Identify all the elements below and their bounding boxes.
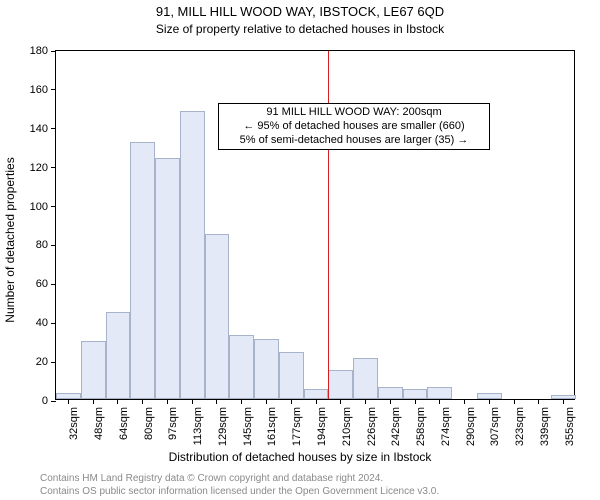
x-tick-label: 307sqm (489, 407, 501, 446)
y-tick-label: 100 (30, 201, 48, 213)
copyright-line-1: Contains HM Land Registry data © Crown c… (40, 472, 439, 485)
x-tick (563, 399, 564, 404)
histogram-bar (353, 358, 378, 399)
copyright-line-2: Contains OS public sector information li… (40, 485, 439, 498)
x-axis-label: Distribution of detached houses by size … (0, 450, 600, 464)
annotation-line: 5% of semi-detached houses are larger (3… (219, 134, 489, 148)
chart-title-address: 91, MILL HILL WOOD WAY, IBSTOCK, LE67 6Q… (0, 4, 600, 19)
x-tick-label: 210sqm (341, 407, 353, 446)
x-tick (68, 399, 69, 404)
histogram-bar (304, 389, 329, 399)
y-tick (51, 51, 56, 52)
x-tick (316, 399, 317, 404)
histogram-bar (130, 142, 155, 399)
x-tick-label: 290sqm (465, 407, 477, 446)
histogram-bar (427, 387, 452, 399)
x-tick (415, 399, 416, 404)
x-tick-label: 129sqm (217, 407, 229, 446)
annotation-line: ← 95% of detached houses are smaller (66… (219, 120, 489, 134)
x-tick (93, 399, 94, 404)
copyright-notice: Contains HM Land Registry data © Crown c… (40, 472, 439, 498)
x-tick-label: 194sqm (316, 407, 328, 446)
y-tick-label: 120 (30, 162, 48, 174)
x-tick-label: 323sqm (514, 407, 526, 446)
y-tick (51, 89, 56, 90)
y-tick (51, 245, 56, 246)
x-tick (489, 399, 490, 404)
y-tick (51, 323, 56, 324)
x-tick-label: 339sqm (539, 407, 551, 446)
x-tick-label: 177sqm (291, 407, 303, 446)
annotation-line: 91 MILL HILL WOOD WAY: 200sqm (219, 106, 489, 120)
x-tick-label: 355sqm (564, 407, 576, 446)
histogram-bar (81, 341, 106, 399)
y-tick-label: 140 (30, 123, 48, 135)
y-tick-label: 80 (36, 239, 48, 251)
x-tick-label: 64sqm (118, 407, 130, 440)
histogram-bar (328, 370, 353, 399)
x-tick-label: 113sqm (192, 407, 204, 445)
x-tick (464, 399, 465, 404)
y-tick-label: 40 (36, 317, 48, 329)
x-tick (192, 399, 193, 404)
histogram-bar (403, 389, 428, 399)
y-tick-label: 20 (36, 356, 48, 368)
x-tick-label: 97sqm (167, 407, 179, 440)
y-tick (51, 128, 56, 129)
x-tick (241, 399, 242, 404)
x-tick-label: 242sqm (390, 407, 402, 446)
x-tick (514, 399, 515, 404)
histogram-bar (378, 387, 403, 399)
x-tick-label: 161sqm (266, 407, 278, 446)
y-tick-label: 60 (36, 278, 48, 290)
histogram-bar (229, 335, 254, 399)
y-tick (51, 362, 56, 363)
chart-plot-area: 02040608010012014016018032sqm48sqm64sqm8… (55, 50, 575, 400)
x-tick-label: 145sqm (242, 407, 254, 446)
x-tick (142, 399, 143, 404)
histogram-bar (106, 312, 131, 400)
x-tick (439, 399, 440, 404)
x-tick (365, 399, 366, 404)
y-tick (51, 167, 56, 168)
chart-title-description: Size of property relative to detached ho… (0, 22, 600, 36)
x-tick (266, 399, 267, 404)
x-tick-label: 226sqm (366, 407, 378, 446)
x-tick (291, 399, 292, 404)
x-tick-label: 274sqm (440, 407, 452, 446)
y-axis-label: Number of detached properties (3, 157, 17, 322)
x-tick (390, 399, 391, 404)
x-tick-label: 32sqm (68, 407, 80, 440)
y-tick (51, 206, 56, 207)
histogram-bar (180, 111, 205, 399)
x-tick-label: 258sqm (415, 407, 427, 446)
annotation-box: 91 MILL HILL WOOD WAY: 200sqm← 95% of de… (218, 103, 490, 150)
y-tick-label: 0 (42, 395, 48, 407)
histogram-bar (155, 158, 180, 399)
histogram-bar (254, 339, 279, 399)
x-tick (340, 399, 341, 404)
y-tick-label: 180 (30, 45, 48, 57)
y-tick-label: 160 (30, 84, 48, 96)
x-tick-label: 48sqm (93, 407, 105, 440)
y-tick (51, 284, 56, 285)
x-tick (216, 399, 217, 404)
x-tick-label: 80sqm (143, 407, 155, 440)
x-tick (117, 399, 118, 404)
x-tick (167, 399, 168, 404)
histogram-bar (205, 234, 230, 399)
histogram-bar (279, 352, 304, 399)
y-tick (51, 401, 56, 402)
x-tick (538, 399, 539, 404)
